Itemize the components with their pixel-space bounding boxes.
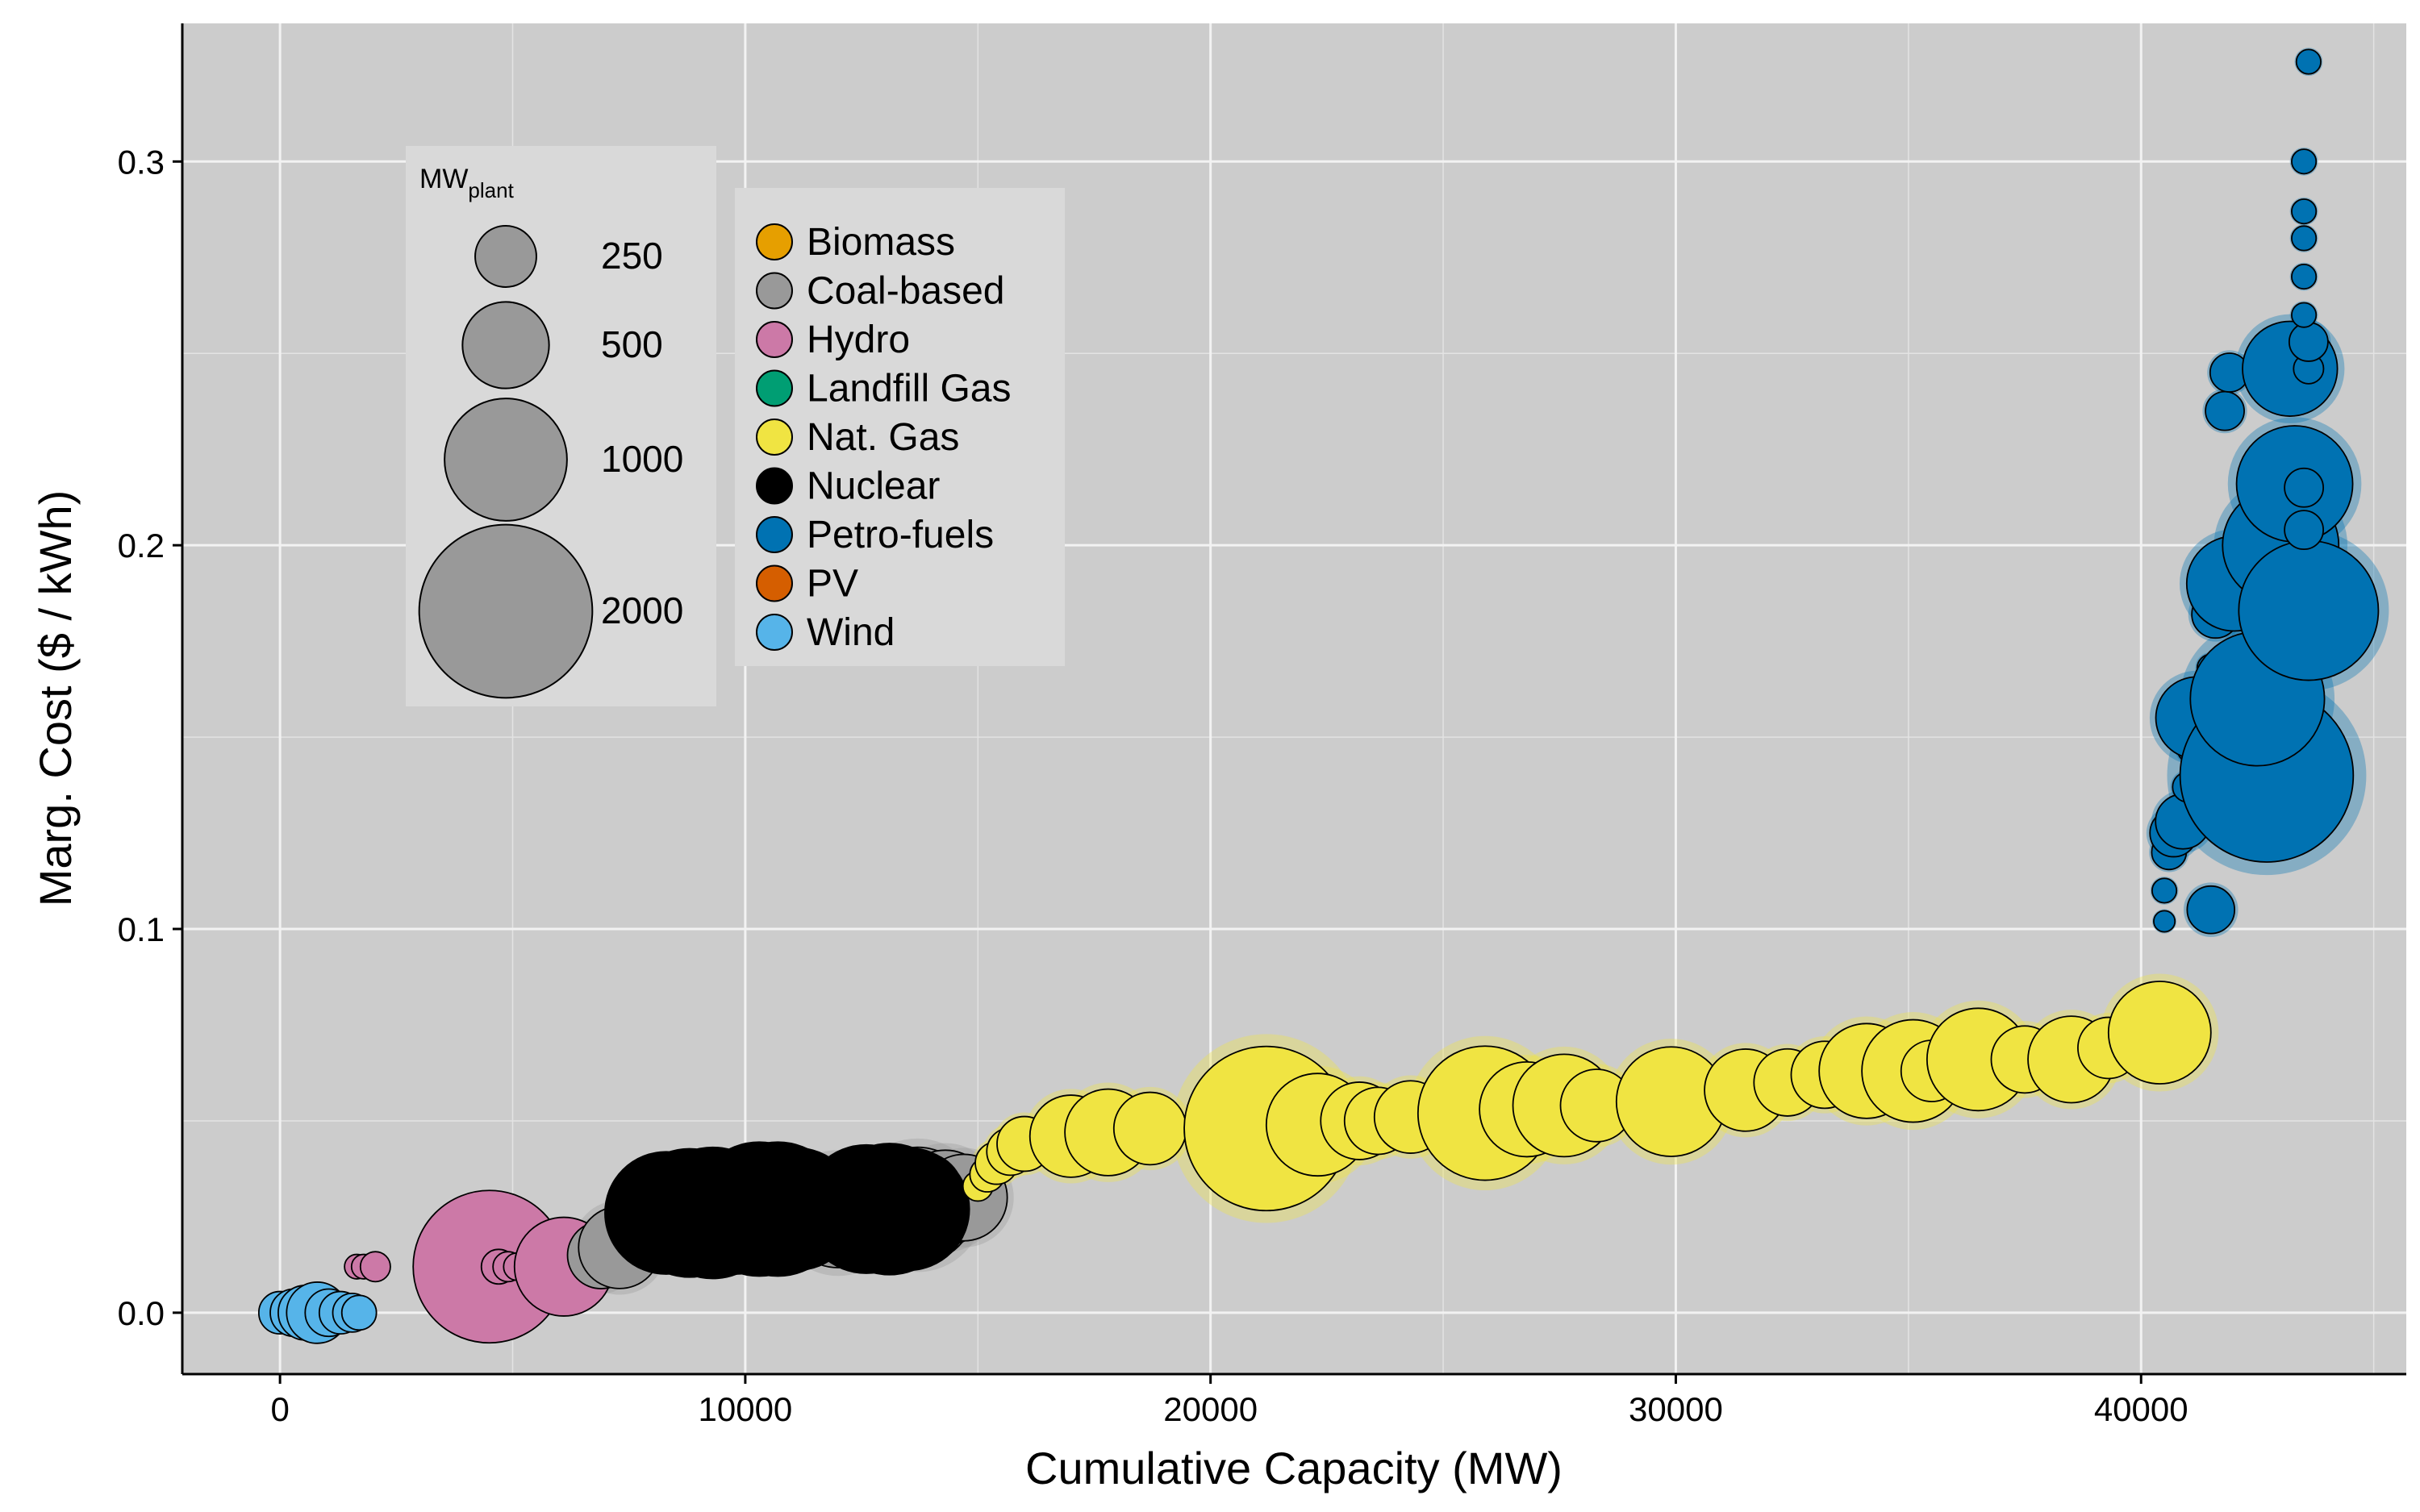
color-legend-items: Biomass Coal-based Hydro Landfill Gas Nat. G… xyxy=(756,221,1011,654)
y-tick-label: 0.2 xyxy=(118,527,165,564)
petro-fuels-point xyxy=(2291,225,2318,252)
y-tick-label: 0.1 xyxy=(118,910,165,948)
legend-item-biomass: Biomass xyxy=(756,221,955,264)
y-tick-label: 0.0 xyxy=(118,1294,165,1332)
size-legend-label: 500 xyxy=(601,323,663,365)
nat-gas-point xyxy=(1112,1091,1187,1166)
legend-label: Biomass xyxy=(807,221,955,264)
petro-fuels-point xyxy=(2295,48,2322,75)
legend-item-landfill-gas: Landfill Gas xyxy=(756,368,1011,410)
size-legend-items: 250 500 1000 2000 xyxy=(418,225,683,699)
x-tick-label: 10000 xyxy=(699,1390,793,1428)
x-axis-ticks: 0 10000 20000 30000 40000 xyxy=(270,1374,2188,1428)
size-legend-title-sub: plant xyxy=(468,178,514,202)
color-legend: Biomass Coal-based Hydro Landfill Gas Nat. G… xyxy=(735,188,1065,666)
size-legend-title-main: MW xyxy=(419,164,468,194)
legend-item-coal-based: Coal-based xyxy=(756,270,1004,313)
legend-swatch xyxy=(756,223,793,260)
x-tick-label: 40000 xyxy=(2094,1390,2188,1428)
legend-label: PV xyxy=(807,563,858,606)
points xyxy=(257,48,2380,1344)
legend-label: Hydro xyxy=(807,319,910,361)
legend-label: Wind xyxy=(807,611,895,654)
size-legend-label: 1000 xyxy=(601,438,683,480)
legend-label: Landfill Gas xyxy=(807,368,1011,410)
legend-item-wind: Wind xyxy=(756,611,895,654)
size-legend-circle xyxy=(461,301,550,389)
legend-label: Nuclear xyxy=(807,465,940,508)
legend-swatch xyxy=(756,369,793,407)
legend-swatch xyxy=(756,467,793,505)
petro-fuels-point xyxy=(2291,198,2318,225)
legend-label: Petro-fuels xyxy=(807,514,994,556)
petro-fuels-point xyxy=(2205,390,2245,431)
petro-fuels-point xyxy=(2153,910,2176,933)
legend-label: Coal-based xyxy=(807,270,1004,313)
legend-item-nuclear: Nuclear xyxy=(756,465,940,508)
nuclear-point xyxy=(845,1147,970,1272)
legend-swatch xyxy=(756,564,793,602)
size-legend-label: 2000 xyxy=(601,589,683,631)
x-axis-label: Cumulative Capacity (MW) xyxy=(1025,1443,1563,1493)
legend-item-pv: PV xyxy=(756,563,858,606)
legend-item-nat-gas: Nat. Gas xyxy=(756,416,959,459)
y-axis-label: Marg. Cost ($ / kWh) xyxy=(30,490,81,907)
y-tick-label: 0.3 xyxy=(118,143,165,181)
size-legend: MWplant 250 500 1000 2000 xyxy=(406,146,716,706)
petro-fuels-point xyxy=(2151,877,2178,904)
size-legend-circle xyxy=(474,225,537,288)
legend-swatch xyxy=(756,321,793,358)
x-tick-label: 0 xyxy=(270,1390,289,1428)
petro-fuels-point xyxy=(2284,467,2325,508)
legend-swatch xyxy=(756,272,793,310)
size-legend-circle xyxy=(418,523,594,699)
petro-fuels-point xyxy=(2238,539,2380,681)
y-axis-ticks: 0.0 0.1 0.2 0.3 xyxy=(118,143,182,1332)
petro-fuels-point xyxy=(2291,148,2318,175)
petro-fuels-point xyxy=(2291,263,2318,290)
x-tick-label: 30000 xyxy=(1629,1390,1723,1428)
x-tick-label: 20000 xyxy=(1163,1390,1258,1428)
petro-fuels-point xyxy=(2284,510,2325,551)
size-legend-circle xyxy=(444,398,568,522)
petro-fuels-point xyxy=(2288,322,2329,362)
petro-fuels-point xyxy=(2291,302,2318,328)
legend-item-petro-fuels: Petro-fuels xyxy=(756,514,994,556)
legend-swatch xyxy=(756,419,793,456)
data-marks xyxy=(257,48,2389,1344)
legend-label: Nat. Gas xyxy=(807,416,959,459)
legend-swatch xyxy=(756,614,793,651)
size-legend-title: MWplant xyxy=(419,164,515,202)
petro-fuels-point xyxy=(2186,885,2236,935)
wind-point xyxy=(340,1294,378,1331)
legend-item-hydro: Hydro xyxy=(756,319,910,361)
size-legend-label: 250 xyxy=(601,235,663,277)
legend-swatch xyxy=(756,516,793,553)
nat-gas-point xyxy=(2107,981,2212,1085)
hydro-point xyxy=(359,1251,391,1283)
